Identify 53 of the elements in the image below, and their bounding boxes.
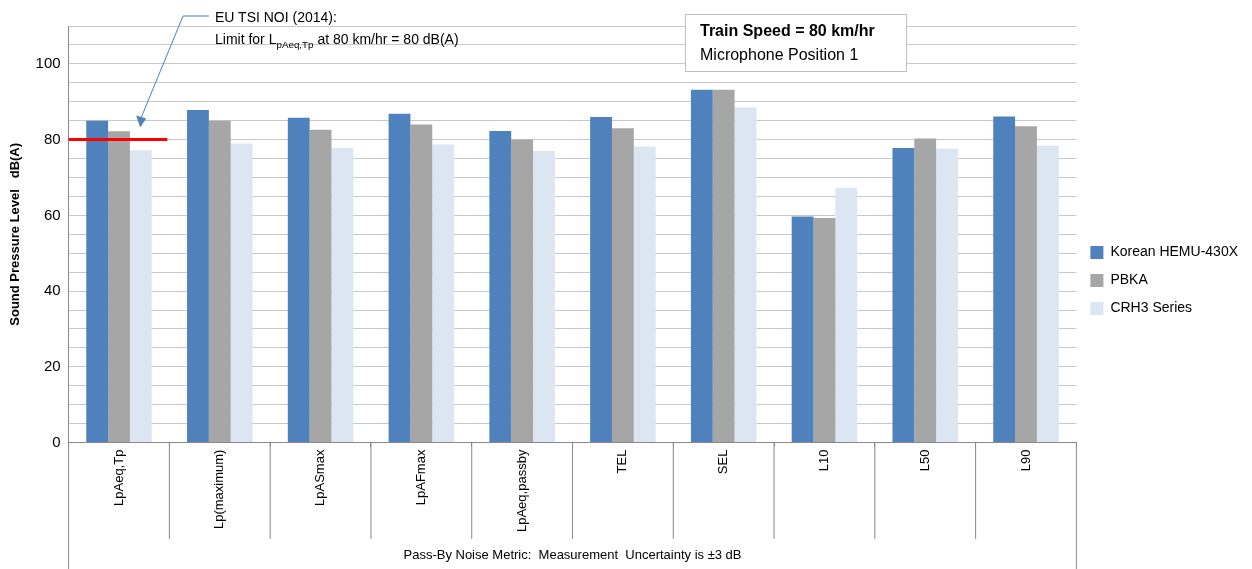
x-tick-label: L90 [1017, 449, 1033, 472]
bar [208, 120, 231, 443]
x-tick-label: SEL [715, 449, 731, 475]
legend-label: CRH3 Series [1110, 299, 1193, 316]
x-tick-label: LpAFmax [412, 449, 428, 506]
bar [388, 113, 411, 443]
x-tick-label: L10 [816, 449, 832, 472]
bar [108, 131, 130, 443]
bar [712, 89, 735, 443]
y-tick-label: 60 [43, 205, 61, 223]
x-tick-label: LpASmax [312, 449, 328, 506]
bar [914, 138, 937, 443]
bar [892, 147, 915, 443]
bar [1036, 145, 1059, 443]
y-axis-title: Sound Pressure Level dB(A) [7, 142, 23, 326]
annotation: Microphone Position 1 [700, 45, 860, 65]
bar [287, 117, 310, 443]
bar [129, 150, 152, 443]
bar [936, 148, 958, 443]
y-tick-label: 100 [35, 54, 61, 72]
bar [993, 116, 1016, 443]
bar [611, 128, 634, 443]
x-tick-label: LpAeq,passby [513, 449, 529, 533]
bar [410, 124, 433, 443]
bar [835, 187, 858, 443]
x-tick-label: TEL [614, 449, 630, 474]
bar [230, 143, 253, 443]
y-tick-label: 0 [52, 432, 61, 450]
bar [590, 116, 612, 443]
y-tick-label: 40 [43, 281, 61, 299]
bar [309, 129, 332, 443]
bar [187, 110, 209, 443]
x-tick-label: Lp(maximum) [211, 449, 227, 530]
bar [734, 107, 757, 443]
bar [791, 216, 814, 443]
bar [489, 130, 512, 443]
bar [86, 120, 109, 443]
annotation: Train Speed = 80 km/hr [700, 21, 876, 41]
y-tick-label: 80 [43, 129, 61, 147]
y-tick-label: 20 [43, 357, 61, 374]
bar [633, 146, 656, 443]
x-tick-label: LpAeq,Tp [110, 449, 126, 506]
bar [813, 218, 836, 443]
bar [511, 139, 534, 443]
bar [432, 144, 455, 443]
bar [533, 150, 555, 443]
x-tick-label: L50 [916, 449, 932, 472]
legend-label: Korean HEMU-430X [1110, 243, 1239, 260]
legend-label: PBKA [1110, 271, 1149, 288]
bar [331, 147, 354, 443]
x-axis-title: Pass-By Noise Metric: Measurement Uncertainty is ±3 dB [403, 547, 742, 562]
bar [690, 89, 713, 443]
bar [1015, 126, 1037, 443]
